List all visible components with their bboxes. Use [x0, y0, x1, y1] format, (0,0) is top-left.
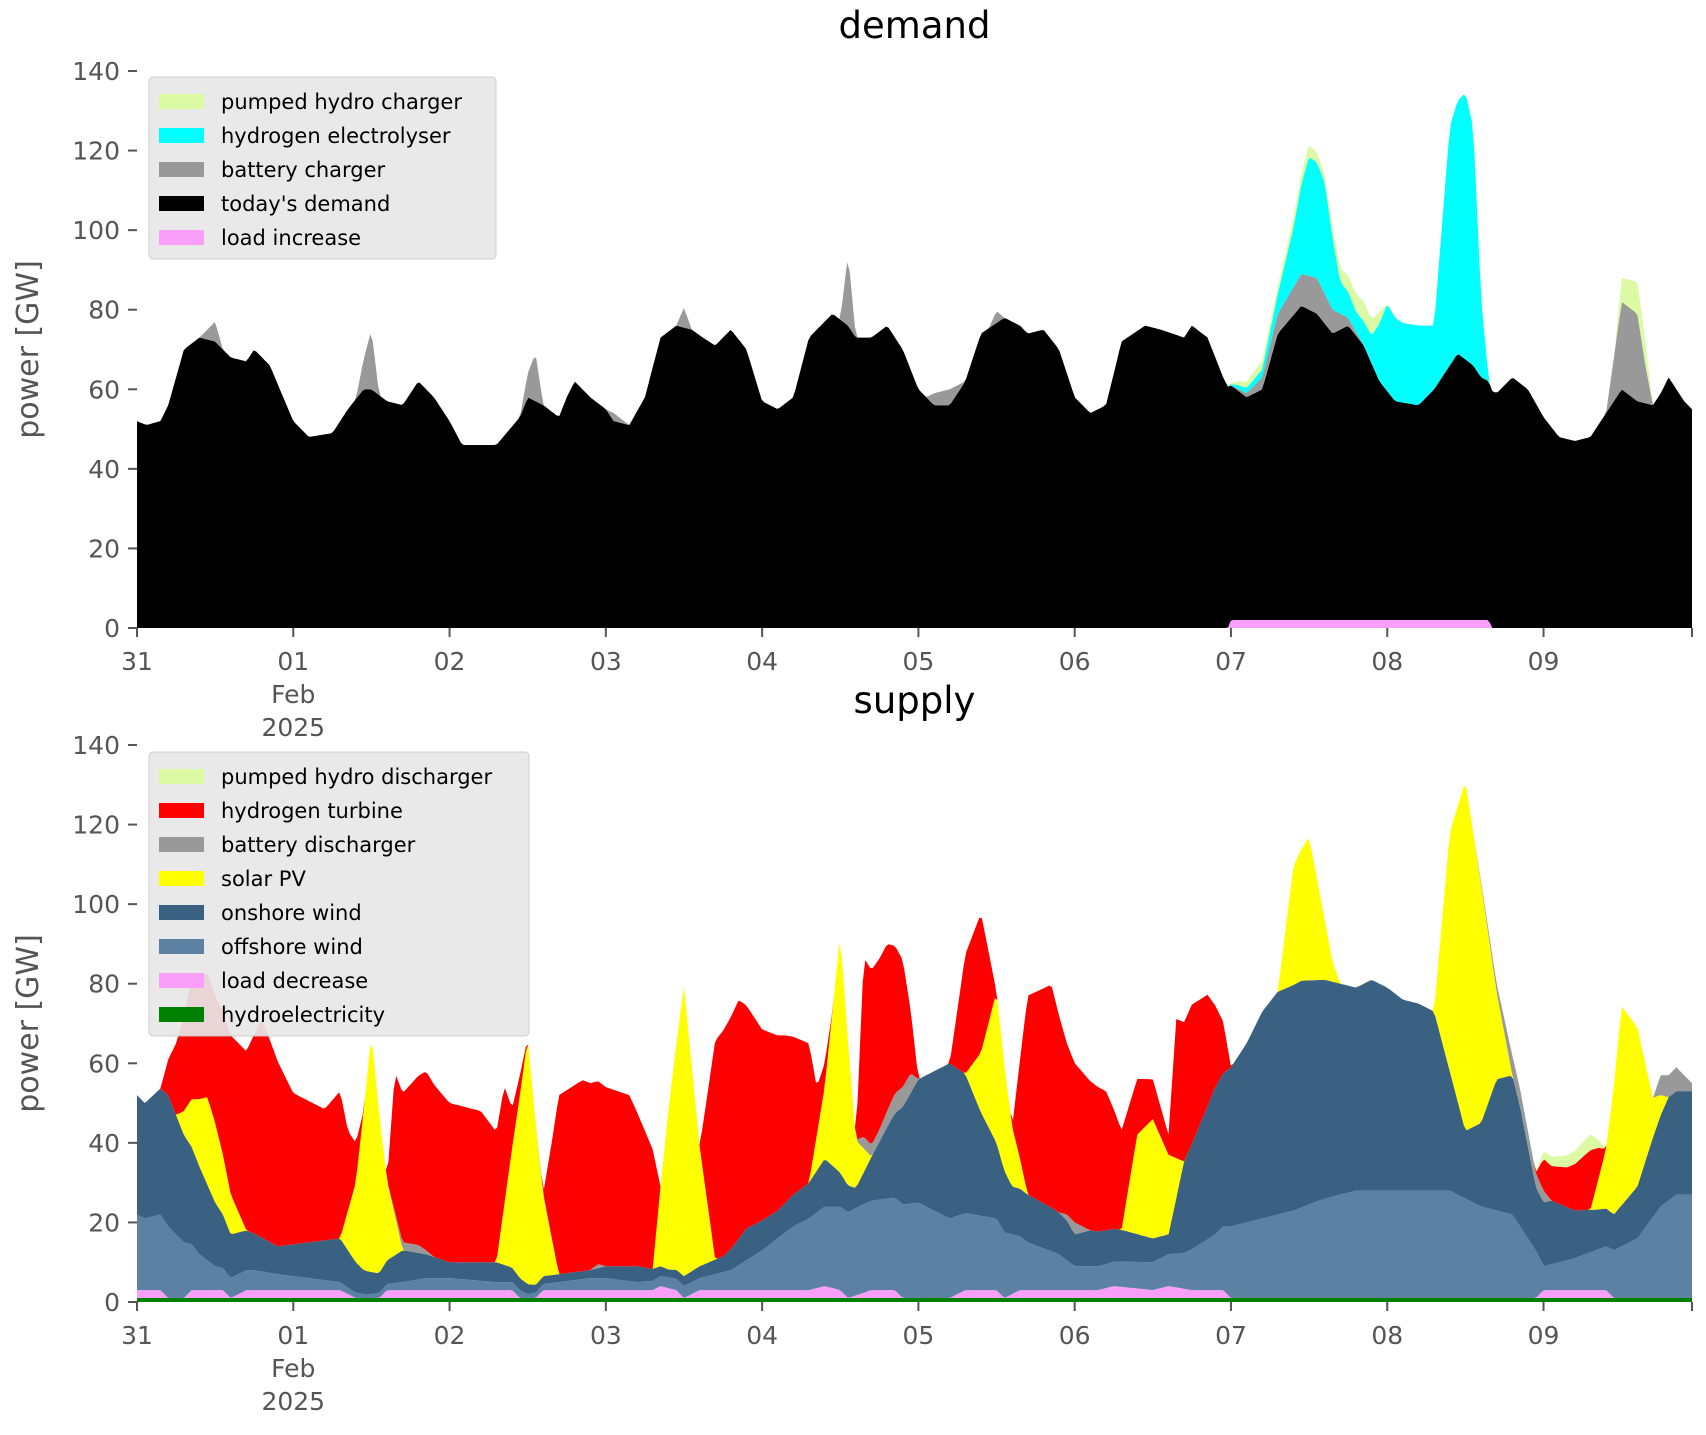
legend-label-load-decrease: load decrease	[221, 969, 368, 993]
x-tick-label: 02	[434, 1321, 466, 1350]
legend-swatch-load-decrease	[159, 973, 204, 988]
x-tick-label: 07	[1215, 1321, 1247, 1350]
x-tick-label: 31	[121, 1321, 153, 1350]
x-tick-label: Feb	[271, 680, 315, 709]
y-tick-label: 0	[104, 614, 120, 643]
x-tick-label: 04	[746, 1321, 778, 1350]
legend-box	[148, 76, 497, 260]
area-onshore-wind	[137, 979, 1692, 1294]
area-today-s-demand	[137, 306, 1692, 628]
x-tick-label: 04	[746, 647, 778, 676]
x-tick-label: 08	[1371, 647, 1403, 676]
area-hydroelectricity	[137, 1298, 1692, 1302]
area-load-decrease	[137, 1286, 1692, 1298]
legend-label-onshore-wind: onshore wind	[221, 901, 362, 925]
x-tick-label: 08	[1371, 1321, 1403, 1350]
x-tick-label: 09	[1528, 1321, 1560, 1350]
area-battery-charger	[137, 262, 1692, 445]
legend-swatch-battery-charger	[159, 162, 204, 177]
x-tick-label: 05	[903, 647, 935, 676]
y-tick-label: 120	[72, 137, 120, 166]
legend-swatch-hydroelectricity	[159, 1007, 204, 1022]
supply-title: supply	[854, 679, 976, 722]
legend-label-solar-pv: solar PV	[221, 867, 306, 891]
y-tick-label: 100	[72, 890, 120, 919]
x-tick-label: 06	[1059, 1321, 1091, 1350]
demand-axes: 0 20 40 60 80 100 120 140 31 01 Feb 2025 02 03 04 05 06 0…	[72, 57, 1693, 742]
y-tick-label: 120	[72, 811, 120, 840]
demand-title: demand	[839, 4, 991, 47]
legend-label-battery-charger: battery charger	[221, 158, 386, 182]
x-tick-label: Feb	[271, 1354, 315, 1383]
y-tick-label: 20	[88, 534, 120, 563]
y-tick-label: 40	[88, 1129, 120, 1158]
y-tick-label: 80	[88, 296, 120, 325]
legend-label-hydroelectricity: hydroelectricity	[221, 1003, 385, 1027]
legend-swatch-battery-discharger	[159, 837, 204, 852]
legend-swatch-hydrogen-electrolyser	[159, 128, 204, 143]
y-tick-label: 140	[72, 731, 120, 760]
area-load-increase	[137, 620, 1692, 628]
legend-label-pumped-hydro-charger: pumped hydro charger	[221, 90, 462, 114]
legend-label-load-increase: load increase	[221, 226, 361, 250]
area-solar-pv	[137, 785, 1692, 1285]
legend-label-today-s-demand: today's demand	[221, 192, 390, 216]
x-tick-label: 06	[1059, 647, 1091, 676]
y-tick-label: 20	[88, 1208, 120, 1237]
legend-swatch-hydrogen-turbine	[159, 803, 204, 818]
area-hydrogen-turbine	[137, 785, 1692, 1275]
y-tick-label: 140	[72, 57, 120, 86]
legend-swatch-solar-pv	[159, 871, 204, 886]
supply-areas	[137, 785, 1692, 1302]
legend-swatch-pumped-hydro-discharger	[159, 769, 204, 784]
demand-areas	[137, 94, 1692, 628]
x-tick-label: 31	[121, 647, 153, 676]
x-tick-label: 2025	[261, 713, 325, 742]
legend-swatch-pumped-hydro-charger	[159, 94, 204, 109]
x-tick-label: 03	[590, 647, 622, 676]
legend-label-pumped-hydro-discharger: pumped hydro discharger	[221, 765, 492, 789]
supply-axes: 0 20 40 60 80 100 120 140 31 01 Feb 2025 02 03 04 05 06 0…	[72, 731, 1693, 1416]
legend-box	[148, 751, 530, 1037]
legend-swatch-today-s-demand	[159, 196, 204, 211]
x-tick-label: 05	[903, 1321, 935, 1350]
demand-ylabel: power [GW]	[11, 260, 46, 439]
x-tick-label: 02	[434, 647, 466, 676]
x-tick-label: 03	[590, 1321, 622, 1350]
y-tick-label: 60	[88, 1049, 120, 1078]
legend-label-hydrogen-turbine: hydrogen turbine	[221, 799, 403, 823]
supply-legend: pumped hydro discharger hydrogen turbine b…	[148, 751, 530, 1037]
x-tick-label: 07	[1215, 647, 1247, 676]
y-tick-label: 0	[104, 1288, 120, 1317]
x-tick-label: 01	[277, 1321, 309, 1350]
x-tick-label: 2025	[261, 1387, 325, 1416]
x-tick-label: 01	[277, 647, 309, 676]
legend-label-battery-discharger: battery discharger	[221, 833, 416, 857]
legend-label-hydrogen-electrolyser: hydrogen electrolyser	[221, 124, 451, 148]
y-tick-label: 60	[88, 375, 120, 404]
area-offshore-wind	[137, 1190, 1692, 1298]
area-hydrogen-electrolyser	[137, 94, 1692, 446]
legend-label-offshore-wind: offshore wind	[221, 935, 363, 959]
legend-swatch-offshore-wind	[159, 939, 204, 954]
y-tick-label: 40	[88, 455, 120, 484]
y-tick-label: 80	[88, 970, 120, 999]
legend-swatch-onshore-wind	[159, 905, 204, 920]
x-tick-label: 09	[1528, 647, 1560, 676]
demand-legend: pumped hydro charger hydrogen electrolyse…	[148, 76, 497, 260]
supply-ylabel: power [GW]	[11, 934, 46, 1113]
y-tick-label: 100	[72, 216, 120, 245]
legend-swatch-load-increase	[159, 230, 204, 245]
